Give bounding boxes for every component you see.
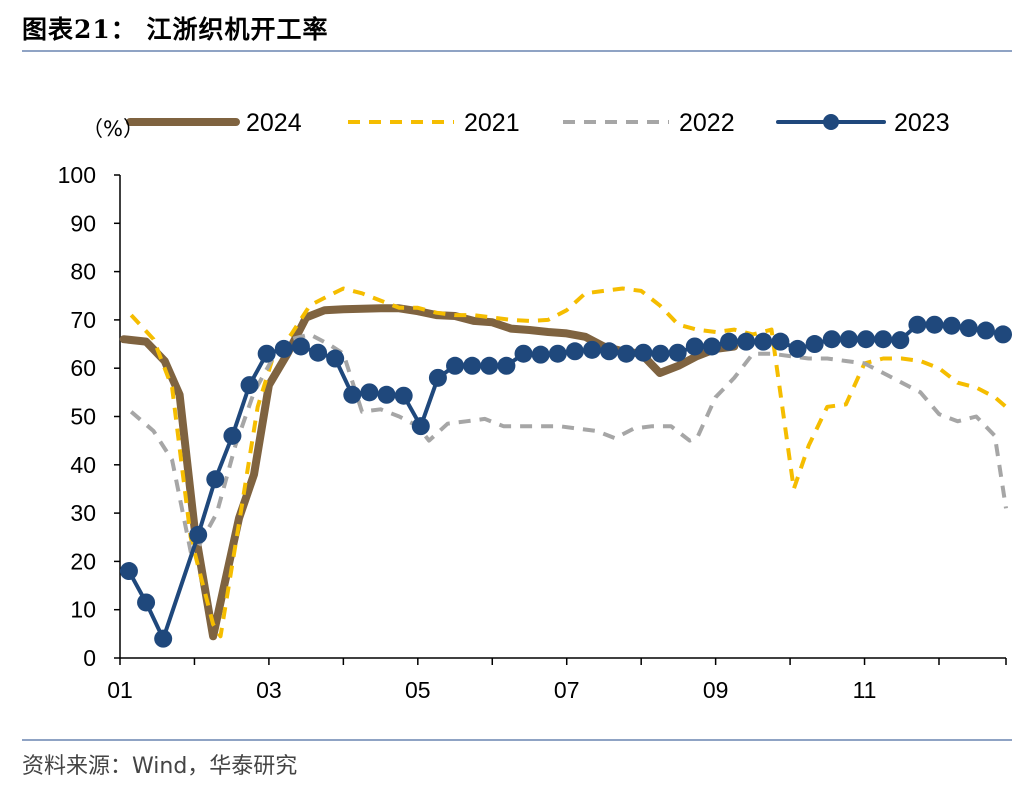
data-point-2023 <box>326 349 345 368</box>
y-tick-label: 90 <box>70 210 96 236</box>
y-tick-label: 20 <box>70 548 96 574</box>
title-divider <box>22 50 1012 52</box>
data-point-2023 <box>908 315 927 334</box>
y-tick-label: 10 <box>70 597 96 623</box>
data-point-2023 <box>737 332 756 351</box>
legend: 2024 2021 2022 2023 <box>126 109 950 137</box>
data-point-2023 <box>360 383 379 402</box>
data-point-2023 <box>634 343 653 362</box>
data-point-2023 <box>565 342 584 361</box>
data-point-2023 <box>257 344 276 363</box>
data-point-2023 <box>651 344 670 363</box>
data-point-2023 <box>377 385 396 404</box>
legend-label-2021: 2021 <box>464 109 520 137</box>
data-point-2023 <box>223 426 242 445</box>
data-point-2023 <box>720 332 739 351</box>
x-tick-label: 05 <box>405 677 431 703</box>
data-point-2023 <box>925 315 944 334</box>
x-tick-label: 01 <box>107 677 133 703</box>
legend-marker-2023 <box>823 114 839 130</box>
data-point-2023 <box>617 344 636 363</box>
data-point-2023 <box>891 331 910 350</box>
data-point-2023 <box>548 344 567 363</box>
source-divider <box>22 739 1012 741</box>
data-point-2023 <box>428 368 447 387</box>
data-point-2023 <box>291 337 310 356</box>
data-point-2023 <box>119 562 138 581</box>
x-tick-label: 09 <box>703 677 729 703</box>
data-point-2023 <box>754 332 773 351</box>
data-point-2023 <box>206 470 225 489</box>
data-point-2023 <box>137 593 156 612</box>
data-point-2023 <box>583 340 602 359</box>
data-point-2023 <box>497 356 516 375</box>
legend-label-2024: 2024 <box>246 109 302 137</box>
data-point-2023 <box>309 343 328 362</box>
data-point-2023 <box>994 325 1013 344</box>
y-tick-label: 70 <box>70 307 96 333</box>
y-tick-label: 30 <box>70 500 96 526</box>
y-unit-label: （%） <box>82 117 144 141</box>
data-point-2023 <box>805 335 824 354</box>
data-point-2023 <box>343 385 362 404</box>
data-point-2023 <box>771 332 790 351</box>
series-line-2023 <box>126 322 1005 641</box>
data-point-2023 <box>788 339 807 358</box>
x-tick-label: 11 <box>853 677 877 703</box>
x-tick-label: 07 <box>554 677 580 703</box>
y-tick-label: 50 <box>70 404 96 430</box>
data-point-2023 <box>394 386 413 405</box>
data-point-2023 <box>600 342 619 361</box>
data-point-2023 <box>874 330 893 349</box>
chart-title: 图表21： 江浙织机开工率 <box>22 15 329 44</box>
data-point-2023 <box>411 417 430 436</box>
legend-label-2022: 2022 <box>679 109 735 137</box>
data-point-2023 <box>480 356 499 375</box>
data-point-2023 <box>976 321 995 340</box>
data-point-2023 <box>702 337 721 356</box>
series-line-2022 <box>129 332 1008 554</box>
data-point-2023 <box>822 330 841 349</box>
y-tick-label: 0 <box>83 645 96 671</box>
data-point-2023 <box>463 356 482 375</box>
data-point-2023 <box>514 344 533 363</box>
data-point-2023 <box>531 345 550 364</box>
data-point-2023 <box>240 376 259 395</box>
axes: 0 10 20 30 40 50 60 70 80 90 100 01 03 05 07 09 11 <box>58 162 1007 703</box>
data-point-2023 <box>942 316 961 335</box>
y-tick-label: 60 <box>70 355 96 381</box>
y-tick-label: 80 <box>70 259 96 285</box>
data-point-2023 <box>274 339 293 358</box>
legend-label-2023: 2023 <box>894 109 950 137</box>
line-chart: 2024 2021 2022 2023 （%） 0102030405060708090… <box>58 109 1013 703</box>
data-point-2023 <box>857 330 876 349</box>
data-point-2023 <box>446 356 465 375</box>
y-tick-label: 40 <box>70 452 96 478</box>
data-point-2023 <box>839 330 858 349</box>
y-tick-label: 100 <box>58 162 96 188</box>
data-point-2023 <box>685 337 704 356</box>
x-tick-label: 03 <box>256 677 282 703</box>
source-note: 资料来源：Wind，华泰研究 <box>22 754 298 779</box>
series-layer <box>119 286 1013 648</box>
data-point-2023 <box>959 319 978 338</box>
data-point-2023 <box>189 525 208 544</box>
data-point-2023 <box>154 629 173 648</box>
data-point-2023 <box>668 343 687 362</box>
